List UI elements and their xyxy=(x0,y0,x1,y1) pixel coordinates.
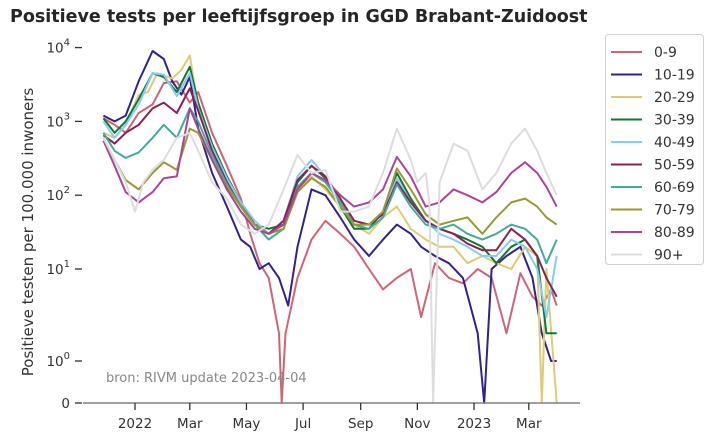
legend-label: 20-29 xyxy=(654,90,695,106)
y-axis-label: Positieve testen per 100.000 inwoners xyxy=(19,88,37,377)
source-annotation: bron: RIVM update 2023-04-04 xyxy=(106,371,307,386)
x-tick-label: Jul xyxy=(294,416,311,432)
series-line-80-89 xyxy=(102,107,558,235)
legend-item: 60-69 xyxy=(611,180,695,196)
legend-label: 30-39 xyxy=(654,113,695,129)
legend-label: 10-19 xyxy=(654,68,695,84)
x-ticks: 2022 Mar May Jul Sep Nov 2023 Mar xyxy=(118,403,542,432)
series-line-30-39 xyxy=(102,65,557,335)
legend-item: 0-9 xyxy=(611,45,677,61)
legend-label: 70-79 xyxy=(654,203,695,219)
y-ticks: 104 103 102 101 100 0 xyxy=(46,38,82,412)
legend-item: 30-39 xyxy=(611,113,695,129)
chart-title: Positieve tests per leeftijfsgroep in GG… xyxy=(10,7,588,27)
series-line-50-59 xyxy=(102,87,558,298)
legend-item: 70-79 xyxy=(611,203,695,219)
legend-item: 20-29 xyxy=(611,90,695,106)
legend-label: 50-59 xyxy=(654,158,695,174)
legend-item: 90+ xyxy=(611,248,684,264)
y-tick-label: 102 xyxy=(46,185,70,204)
x-tick-label: Nov xyxy=(404,416,430,432)
series-line-90+ xyxy=(102,127,558,404)
legend-label: 60-69 xyxy=(654,180,695,196)
y-tick-label: 104 xyxy=(46,38,70,57)
series-line-70-79 xyxy=(102,127,558,235)
x-tick-label: Mar xyxy=(516,416,542,432)
plot-lines xyxy=(102,50,558,404)
series-line-60-69 xyxy=(102,107,558,265)
legend-item: 10-19 xyxy=(611,68,695,84)
legend-frame xyxy=(605,34,704,265)
x-tick-label: 2022 xyxy=(118,416,152,432)
series-line-0-9 xyxy=(102,80,558,404)
legend: 0-9 10-19 20-29 30-39 40-49 50-59 60-69 70-79 80… xyxy=(605,34,704,265)
x-tick-label: Sep xyxy=(348,416,373,432)
legend-item: 80-89 xyxy=(611,225,695,241)
x-tick-label: 2023 xyxy=(457,416,491,432)
legend-label: 40-49 xyxy=(654,135,695,151)
x-tick-label: Mar xyxy=(177,416,203,432)
x-tick-label: May xyxy=(232,416,260,432)
y-tick-label: 101 xyxy=(46,259,70,278)
series-line-10-19 xyxy=(102,50,557,404)
y-tick-label: 103 xyxy=(46,111,70,130)
legend-label: 90+ xyxy=(654,248,684,264)
legend-item: 40-49 xyxy=(611,135,695,151)
y-tick-label: 0 xyxy=(61,396,70,412)
legend-label: 80-89 xyxy=(654,225,695,241)
legend-label: 0-9 xyxy=(654,45,677,61)
y-tick-label: 100 xyxy=(46,351,70,370)
legend-item: 50-59 xyxy=(611,158,695,174)
